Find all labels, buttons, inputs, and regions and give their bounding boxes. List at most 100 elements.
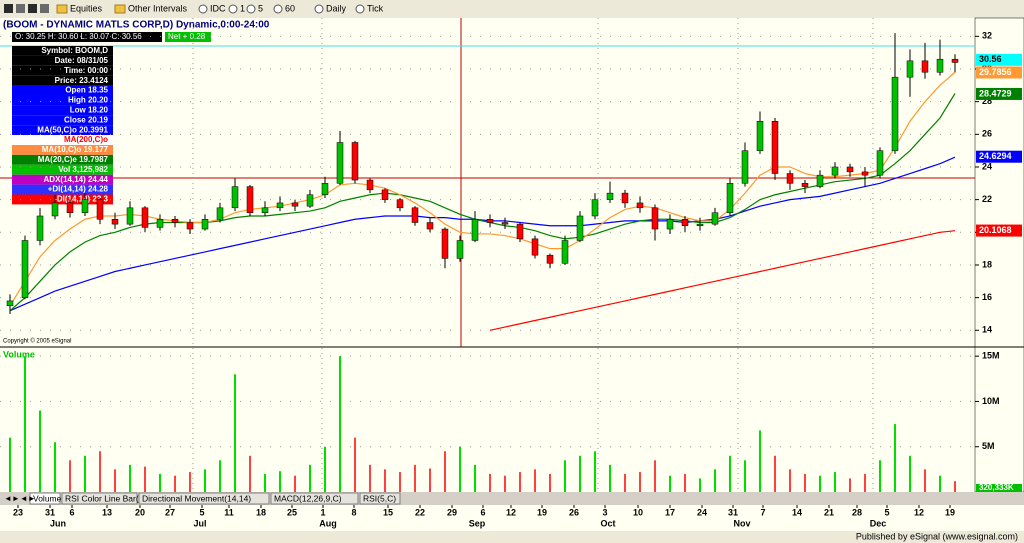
candle-body (336, 142, 344, 184)
interval-icon (198, 4, 208, 14)
candle-body (651, 207, 659, 230)
volume-bar (84, 455, 86, 492)
interval-icon (246, 4, 256, 14)
info-row-bg (12, 164, 113, 175)
tab[interactable] (270, 492, 359, 505)
info-row: Price: 23.4124 (55, 76, 109, 85)
volume-bar (294, 475, 296, 492)
tab-label[interactable]: Volume (33, 493, 62, 503)
candle-body (951, 58, 959, 63)
toolbar-item[interactable]: Equities (70, 3, 103, 13)
x-tick-label: 1 (320, 507, 325, 517)
candle-body (876, 150, 884, 176)
y-tick-label: 15M (982, 351, 1000, 361)
volume-bar (939, 475, 941, 492)
y-tick-label: 10M (982, 396, 1000, 406)
info-row: +DI(14,14) 24.28 (48, 185, 109, 194)
volume-bar (189, 472, 191, 492)
volume-bar (954, 481, 956, 492)
tab[interactable] (61, 492, 138, 505)
tab-label[interactable]: Directional Movement(14,14) (142, 493, 251, 503)
candle-body (756, 121, 764, 151)
month-label: Dec (870, 518, 887, 528)
volume-bar (714, 469, 716, 492)
candle-body (591, 199, 599, 217)
price-badge-label: 28.4729 (979, 88, 1012, 98)
volume-bar (549, 473, 551, 492)
volume-bar (399, 472, 401, 492)
volume-bar (564, 460, 566, 492)
info-row-bg (12, 154, 113, 165)
tab-nav[interactable]: ◄►◄► (4, 494, 36, 503)
x-tick-label: 7 (760, 507, 765, 517)
volume-title: Volume (3, 349, 35, 359)
candle-body (141, 207, 149, 228)
candle-body (936, 58, 944, 73)
candle-body (366, 179, 374, 191)
moving-average (9, 71, 956, 307)
candle-body (456, 240, 464, 259)
info-row-bg (12, 75, 113, 86)
tab-label[interactable]: RSI(5,C) (363, 493, 396, 503)
tab-label[interactable]: MACD(12,26,9,C) (274, 493, 342, 503)
candle-body (516, 223, 524, 240)
candle-body (381, 189, 389, 200)
x-tick-label: 19 (945, 507, 955, 517)
candle-body (411, 207, 419, 223)
candle-body (201, 218, 209, 230)
volume-bar (894, 424, 896, 492)
x-tick-label: 31 (728, 507, 738, 517)
tab[interactable] (29, 492, 61, 505)
candle-body (441, 228, 449, 259)
toolbar-item[interactable]: Other Intervals (128, 3, 188, 13)
y-tick-label: 24 (982, 161, 992, 171)
moving-average (9, 156, 956, 312)
month-label: Oct (600, 518, 615, 528)
x-tick-label: 15 (383, 507, 393, 517)
info-row-bg (12, 194, 113, 205)
folder-icon (56, 4, 68, 14)
info-row-bg (12, 125, 113, 136)
info-row: -DI(14,14) 23.3 (54, 195, 108, 204)
x-tick-label: 22 (415, 507, 425, 517)
toolbar-item[interactable]: 5 (258, 3, 263, 13)
toolbar-item[interactable]: Tick (367, 3, 384, 13)
volume-bar (444, 451, 446, 492)
y-tick-label: 32 (982, 31, 992, 41)
x-tick-label: 12 (914, 507, 924, 517)
volume-bar (279, 471, 281, 492)
toolbar-item[interactable]: IDC (210, 3, 226, 13)
candle-body (621, 192, 629, 204)
candle-body (741, 150, 749, 184)
toolbar-item[interactable]: 60 (285, 3, 295, 13)
x-tick-label: 19 (537, 507, 547, 517)
candle-body (816, 174, 824, 187)
volume-bar (369, 464, 371, 492)
price-badge (976, 87, 1022, 100)
tab[interactable] (138, 492, 270, 505)
candle-body (171, 218, 179, 223)
volume-bar (579, 455, 581, 492)
toolbar-item[interactable]: Daily (326, 3, 347, 13)
volume-bar (834, 472, 836, 492)
x-tick-label: 27 (165, 507, 175, 517)
candle-body (36, 215, 44, 241)
volume-bar (129, 464, 131, 492)
x-tick-label: 5 (199, 507, 204, 517)
candle-body (726, 183, 734, 213)
volume-bar (924, 469, 926, 492)
tab-label[interactable]: RSI Color Line Bar() (65, 493, 142, 503)
candle-body (771, 121, 779, 174)
candle-body (471, 218, 479, 241)
volume-bar (204, 469, 206, 492)
candle-body (501, 222, 509, 225)
volume-bar (249, 455, 251, 492)
tab[interactable] (359, 492, 401, 505)
candle-body (66, 202, 74, 213)
toolbar-item[interactable]: 1 (240, 3, 245, 13)
x-tick-label: 23 (13, 507, 23, 517)
volume-bar (174, 475, 176, 492)
volume-bar (354, 437, 356, 492)
toolbar-icon (4, 4, 13, 13)
price-badge-label: 24.6294 (979, 151, 1012, 161)
